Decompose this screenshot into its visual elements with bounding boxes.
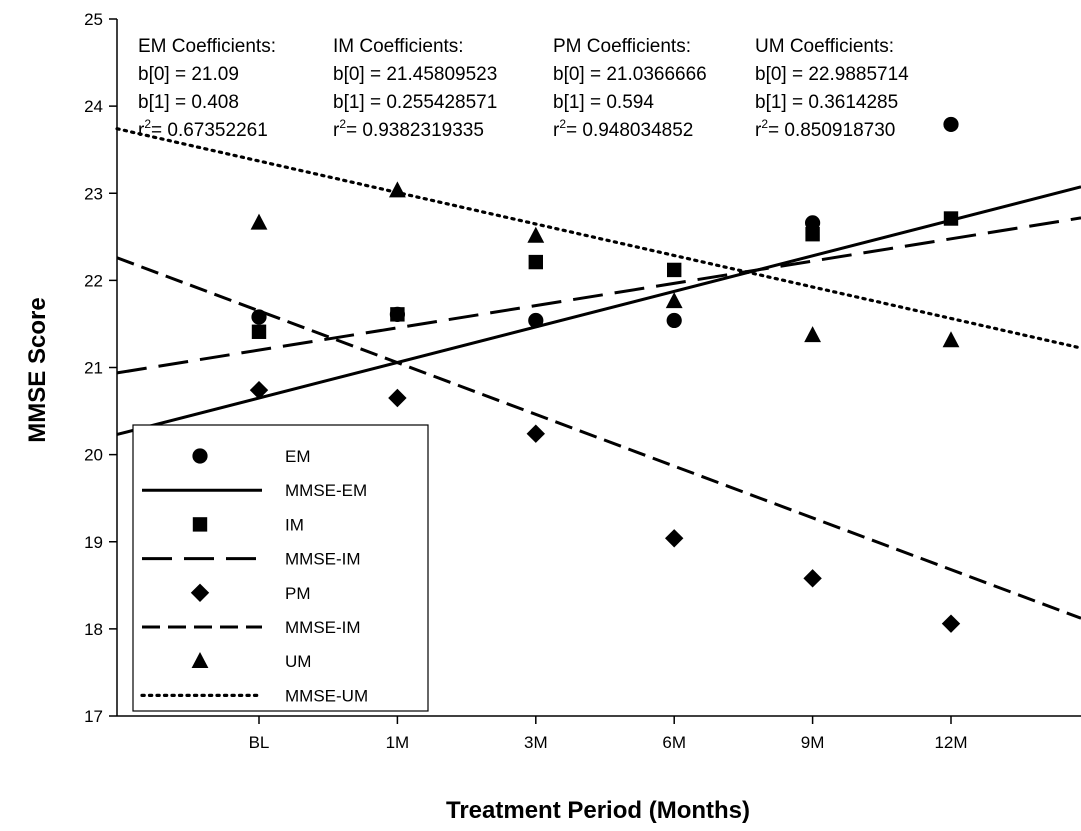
point-pm [941,614,961,633]
legend-label: EM [285,447,311,466]
x-tick-label: 9M [801,733,825,752]
y-tick-label: 19 [84,533,103,552]
point-em [666,312,682,329]
fit-line-longdash [116,216,1081,375]
point-pm [803,569,822,588]
y-tick-label: 23 [84,184,103,203]
point-um [527,226,545,243]
point-em [251,309,267,325]
fit-line-dash [116,256,1081,620]
x-tick-label: 1M [386,733,410,752]
legend-box [132,424,429,712]
point-im [390,307,405,322]
legend-label: UM [285,652,311,671]
coef-b0: b[0] = 21.0366666 [553,64,707,85]
point-em [805,215,821,231]
point-im [667,262,682,278]
y-tick-label: 18 [84,620,103,639]
coef-r2: r2= 0.67352261 [138,117,268,141]
point-im [251,324,267,339]
point-im [805,226,820,242]
coef-b1: b[1] = 0.3614285 [755,92,898,113]
coef-r2: r2= 0.9382319335 [333,117,484,141]
y-tick-label: 17 [84,707,103,726]
coef-r2: r2= 0.948034852 [553,117,693,141]
fit-line-solid [116,185,1081,436]
point-em [528,312,544,329]
legend-label: IM [285,515,304,534]
point-im [943,211,959,226]
coef-b0: b[0] = 21.09 [138,64,239,85]
point-um [804,326,821,343]
legend-square-icon [192,517,208,532]
legend-label: PM [285,584,311,603]
coef-b1: b[1] = 0.255428571 [333,92,497,113]
point-um [942,331,960,348]
legend-label: MMSE-EM [285,481,367,500]
coef-title: EM Coefficients: [138,36,276,57]
coef-title: UM Coefficients: [755,36,894,57]
point-pm [665,529,684,548]
coef-b1: b[1] = 0.594 [553,92,654,113]
coef-b0: b[0] = 21.45809523 [333,64,497,85]
coef-r2: r2= 0.850918730 [755,117,895,141]
coef-b1: b[1] = 0.408 [138,92,239,113]
x-tick-label: 3M [524,733,548,752]
legend-triangle-icon [191,652,209,668]
legend-diamond-icon [190,583,210,602]
point-pm [388,388,407,408]
legend-label: MMSE-UM [285,686,368,705]
y-tick-label: 25 [84,10,103,29]
legend-circle-icon [192,448,208,464]
x-tick-label: BL [249,733,270,752]
y-tick-label: 20 [84,446,103,465]
point-um [665,292,683,309]
coef-title: PM Coefficients: [553,36,691,57]
fit-line-dotted [115,127,1081,350]
point-im [528,254,543,270]
point-um [250,213,268,230]
y-tick-label: 21 [84,359,103,378]
legend-label: MMSE-IM [285,618,361,637]
y-axis-title: MMSE Score [24,297,51,442]
legend-label: MMSE-IM [285,550,361,569]
coef-title: IM Coefficients: [333,36,464,57]
point-um [389,181,406,198]
x-tick-label: 12M [934,733,967,752]
y-tick-label: 22 [84,271,103,290]
y-tick-label: 24 [84,97,103,116]
point-pm [249,380,269,400]
point-em [943,116,959,133]
x-axis-title: Treatment Period (Months) [446,797,750,824]
x-tick-label: 6M [662,733,686,752]
coef-b0: b[0] = 22.9885714 [755,64,909,85]
point-pm [526,424,545,443]
